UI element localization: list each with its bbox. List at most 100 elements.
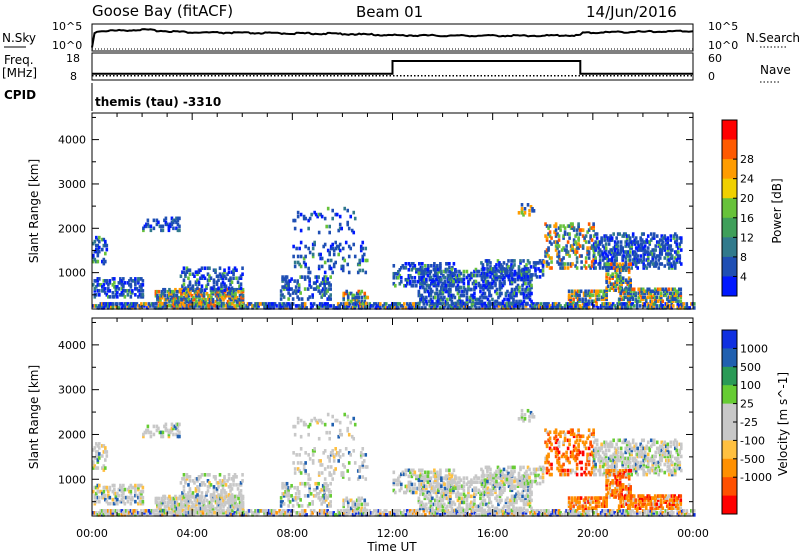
velocity-cell [329,465,333,469]
velocity-cell [230,513,233,517]
power-cell [584,306,588,310]
velocity-cell [223,475,226,479]
power-cell [619,297,622,302]
power-cell [566,232,570,236]
power-cell [528,261,531,265]
velocity-cell [96,454,100,458]
power-cell [658,306,662,310]
power-cell [138,285,142,289]
power-cell [584,299,587,304]
power-cell [673,297,677,302]
power-cell [173,218,177,223]
velocity-cell [208,481,211,485]
velocity-cell [241,502,245,507]
velocity-cell [548,511,552,515]
power-cell [646,254,650,258]
velocity-cell [177,496,180,501]
power-cell [676,304,680,308]
power-cell [327,287,331,291]
power-cell [656,287,660,292]
power-cell [324,275,328,279]
power-cell [436,304,439,308]
velocity-cell [122,489,125,494]
power-cell [494,299,497,304]
power-cell [640,295,644,300]
power-cell [296,210,300,215]
power-cell [630,242,633,246]
power-cell [626,297,630,302]
power-cell [666,258,670,262]
power-cell [404,277,408,282]
power-cell [479,299,482,304]
velocity-cell [147,509,151,513]
velocity-cell [649,513,653,517]
velocity-cell [353,509,357,513]
velocity-cell [102,495,106,500]
power-cell [670,266,674,270]
velocity-cell [360,506,364,511]
power-cell [666,262,670,266]
power-cell [341,256,345,261]
power-cell [590,302,594,306]
power-cell [407,304,411,308]
power-cell [102,237,106,242]
power-cell [285,275,289,279]
power-cell [159,293,162,298]
power-cell [563,306,567,310]
power-cell [228,291,231,296]
velocity-cell [119,509,122,513]
velocity-cell [303,494,307,498]
power-cell [352,230,356,235]
power-cell [470,293,473,298]
velocity-cell [188,487,192,491]
velocity-cell [175,510,179,515]
power-cell [599,304,603,308]
velocity-cell [386,513,390,517]
power-cell [227,286,231,290]
power-cell [187,284,190,288]
power-cell [110,304,113,308]
power-cell [354,299,358,304]
velocity-cell [344,513,348,517]
power-cell [455,275,458,280]
velocity-cell [184,498,188,503]
velocity-cell [327,490,331,494]
velocity-cell [166,500,170,505]
power-cell [644,289,648,294]
power-cell [321,277,325,281]
power-cell [102,289,106,293]
power-cell [297,304,301,308]
velocity-cell [123,487,127,492]
power-cell [449,297,452,302]
power-cell [284,306,287,310]
power-cell [589,226,592,230]
power-cell [569,226,573,230]
velocity-cell [548,513,552,517]
power-cell [556,252,559,256]
velocity-cell [346,500,350,505]
power-cell [299,240,303,245]
velocity-cell [436,511,439,515]
power-cell [553,230,556,234]
power-cell [626,306,630,310]
velocity-cell [231,504,234,509]
power-cell [627,268,631,273]
power-cell [184,291,188,296]
power-cell [360,295,364,300]
velocity-cell [232,502,236,507]
power-cell [180,295,183,300]
power-cell [448,304,451,308]
velocity-cell [120,487,124,492]
power-cell [176,222,180,227]
power-cell [105,302,109,306]
velocity-cell [234,498,237,503]
power-cell [685,304,689,308]
power-cell [642,266,646,270]
power-cell [594,248,597,252]
power-cell [461,299,464,304]
velocity-cell [293,432,297,437]
power-cell [327,281,331,285]
velocity-cell [671,511,675,515]
power-cell [511,259,515,263]
velocity-cell [325,430,328,435]
